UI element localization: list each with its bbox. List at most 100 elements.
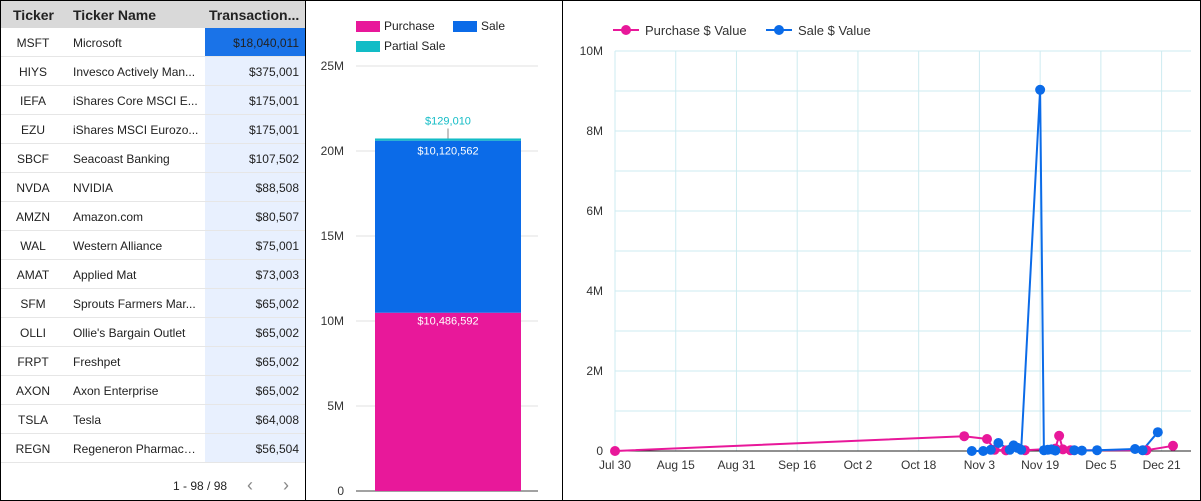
- cell-ticker-name: Seacoast Banking: [73, 152, 170, 166]
- chevron-left-icon[interactable]: ‹: [247, 475, 253, 495]
- cell-ticker-name: Amazon.com: [73, 210, 144, 224]
- y-tick-label: 8M: [586, 124, 603, 138]
- line-chart: 0 2M 4M 6M 8M 10M Jul 30 Aug 15 Aug 31 Sep 16 Oct …: [580, 23, 1191, 472]
- legend-item-sale[interactable]: Sale $ Value: [766, 23, 871, 38]
- table-row[interactable]: SFM Sprouts Farmers Mar... $65,002: [1, 289, 305, 318]
- bar-segment-sale: [375, 140, 521, 313]
- bar-segment-partial-sale: [375, 138, 521, 141]
- legend-item-purchase[interactable]: Purchase $ Value: [613, 23, 747, 38]
- y-tick-label: 10M: [580, 44, 603, 58]
- cell-ticker: AXON: [15, 384, 50, 398]
- table-row[interactable]: AMZN Amazon.com $80,507: [1, 202, 305, 231]
- x-tick-label: Nov 3: [964, 458, 996, 472]
- cell-ticker-name: Sprouts Farmers Mar...: [73, 297, 196, 311]
- cell-ticker-name: Western Alliance: [73, 239, 163, 253]
- data-point-sale: [966, 446, 977, 456]
- cell-ticker: AMZN: [16, 210, 50, 224]
- table-row[interactable]: WAL Western Alliance $75,001: [1, 231, 305, 260]
- y-tick-label: 10M: [321, 314, 344, 328]
- cell-ticker: WAL: [20, 239, 46, 253]
- table-row[interactable]: EZU iShares MSCI Eurozo... $175,001: [1, 115, 305, 144]
- cell-transaction-amount: $175,001: [205, 86, 305, 114]
- table-row[interactable]: AMAT Applied Mat $73,003: [1, 260, 305, 289]
- data-point-purchase: [1168, 440, 1178, 451]
- cell-transaction-amount: $65,002: [205, 347, 305, 375]
- cell-ticker: HIYS: [18, 65, 47, 79]
- cell-ticker: IEFA: [19, 94, 46, 108]
- legend-label-sale: Sale $ Value: [798, 23, 871, 38]
- x-tick-label: Sep 16: [778, 458, 816, 472]
- data-label-partial-sale: $129,010: [425, 115, 471, 127]
- data-point-sale: [1050, 445, 1061, 456]
- legend-label-sale: Sale: [481, 19, 506, 33]
- cell-transaction-amount: $75,001: [205, 231, 305, 259]
- cell-ticker: AMAT: [16, 268, 50, 282]
- cell-ticker-name: Axon Enterprise: [73, 384, 159, 398]
- cell-transaction-amount: $175,001: [205, 115, 305, 143]
- table-row[interactable]: HIYS Invesco Actively Man... $375,001: [1, 57, 305, 86]
- data-point-purchase: [1054, 430, 1065, 441]
- cell-ticker: EZU: [21, 123, 45, 137]
- table-row[interactable]: SBCF Seacoast Banking $107,502: [1, 144, 305, 173]
- y-tick-label: 25M: [321, 59, 344, 73]
- x-tick-label: Dec 21: [1143, 458, 1181, 472]
- table-footer: 1 - 98 / 98 ‹ ›: [1, 471, 305, 500]
- cell-transaction-amount: $73,003: [205, 260, 305, 288]
- cell-ticker-name: Ollie's Bargain Outlet: [73, 326, 186, 340]
- data-point-purchase: [1057, 444, 1068, 455]
- cell-ticker-name: Applied Mat: [73, 268, 137, 282]
- data-label-sale: $10,120,562: [417, 146, 478, 158]
- cell-transaction-amount: $80,507: [205, 202, 305, 230]
- cell-transaction-amount: $64,008: [205, 405, 305, 433]
- y-tick-label: 0: [337, 484, 344, 498]
- cell-ticker-name: Regeneron Pharmace...: [73, 442, 199, 456]
- data-label-purchase: $10,486,592: [417, 316, 478, 328]
- data-point-sale: [1137, 445, 1148, 456]
- table-row[interactable]: REGN Regeneron Pharmace... $56,504: [1, 434, 305, 463]
- legend-label-purchase: Purchase $ Value: [645, 23, 747, 38]
- column-header-transaction[interactable]: Transaction...: [209, 7, 300, 23]
- cell-ticker: FRPT: [17, 355, 49, 369]
- y-tick-label: 5M: [327, 399, 344, 413]
- table-row[interactable]: MSFT Microsoft $18,040,011: [1, 28, 305, 57]
- cell-ticker-name: Tesla: [73, 413, 102, 427]
- cell-ticker-name: NVIDIA: [73, 181, 114, 195]
- data-point-sale: [978, 446, 989, 456]
- y-tick-label: 0: [596, 444, 603, 458]
- cell-ticker-name: Invesco Actively Man...: [73, 65, 196, 79]
- table-row[interactable]: FRPT Freshpet $65,002: [1, 347, 305, 376]
- cell-transaction-amount: $18,040,011: [205, 28, 305, 56]
- table-header: Ticker Ticker Name Transaction...: [1, 1, 305, 28]
- cell-ticker-name: iShares Core MSCI E...: [73, 94, 198, 108]
- stacked-bar-chart-panel: Purchase Sale Partial Sale 0 5M 10M 15M 20M 2…: [305, 0, 563, 501]
- y-tick-label: 6M: [586, 204, 603, 218]
- table-row[interactable]: OLLI Ollie's Bargain Outlet $65,002: [1, 318, 305, 347]
- table-row[interactable]: IEFA iShares Core MSCI E... $175,001: [1, 86, 305, 115]
- data-point-purchase: [610, 446, 620, 456]
- cell-transaction-amount: $56,504: [205, 434, 305, 462]
- cell-transaction-amount: $65,002: [205, 289, 305, 317]
- column-header-ticker[interactable]: Ticker: [13, 7, 54, 23]
- legend-item-sale[interactable]: Sale: [453, 19, 523, 33]
- data-point-sale: [993, 438, 1004, 448]
- x-tick-label: Aug 15: [657, 458, 695, 472]
- cell-ticker-name: Freshpet: [73, 355, 121, 369]
- data-point-sale: [1130, 444, 1141, 454]
- chevron-right-icon[interactable]: ›: [283, 475, 289, 495]
- table-row[interactable]: TSLA Tesla $64,008: [1, 405, 305, 434]
- cell-transaction-amount: $65,002: [205, 376, 305, 404]
- cell-ticker: TSLA: [17, 413, 48, 427]
- legend-swatch-sale: [453, 21, 477, 32]
- series-line-sale: [971, 89, 1159, 452]
- data-point-sale: [1076, 445, 1087, 456]
- table-row[interactable]: NVDA NVIDIA $88,508: [1, 173, 305, 202]
- column-header-ticker-name[interactable]: Ticker Name: [73, 7, 157, 23]
- data-point-purchase: [959, 431, 970, 442]
- pagination-text: 1 - 98 / 98: [173, 479, 228, 493]
- legend-item-purchase[interactable]: Purchase: [356, 19, 446, 33]
- data-point-purchase: [982, 434, 992, 444]
- data-point-sale: [1152, 427, 1163, 438]
- legend-item-partial-sale[interactable]: Partial Sale: [356, 39, 456, 53]
- data-point-sale: [1092, 445, 1103, 456]
- table-row[interactable]: AXON Axon Enterprise $65,002: [1, 376, 305, 405]
